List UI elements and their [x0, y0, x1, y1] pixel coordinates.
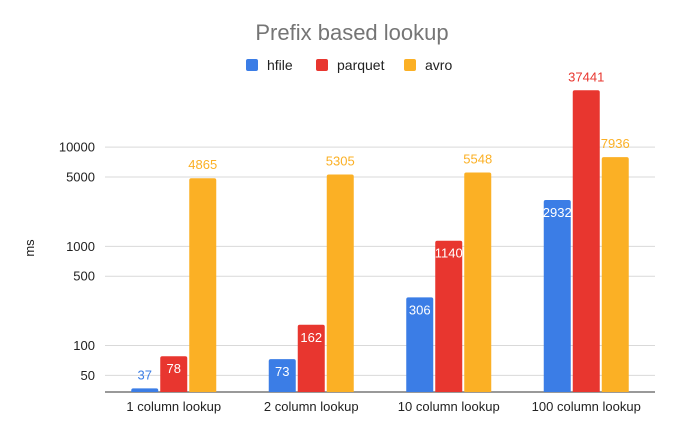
x-tick-label: 1 column lookup: [126, 399, 221, 414]
legend-label-hfile: hfile: [267, 57, 293, 73]
legend-label-avro: avro: [425, 57, 452, 73]
bar-hfile-2-column-lookup: [268, 359, 296, 392]
x-tick-label: 100 column lookup: [532, 399, 641, 414]
bar-hfile-100-column-lookup: [543, 200, 571, 392]
gridlines: [105, 146, 655, 393]
legend: hfile parquet avro: [246, 57, 452, 73]
y-tick-label: 1000: [66, 239, 95, 254]
data-label-avro-100-column-lookup: 7936: [601, 136, 630, 151]
y-axis-label: ms: [22, 239, 37, 257]
x-tick-label: 2 column lookup: [264, 399, 359, 414]
chart-title: Prefix based lookup: [255, 20, 448, 45]
y-tick-label: 10000: [59, 140, 95, 155]
bar-hfile-1-column-lookup: [131, 388, 159, 392]
legend-swatch-parquet: [316, 59, 328, 71]
data-label-hfile-100-column-lookup: 2932: [543, 205, 572, 220]
bar-hfile-10-column-lookup: [406, 297, 434, 392]
x-tick-label: 10 column lookup: [398, 399, 500, 414]
data-label-parquet-1-column-lookup: 78: [167, 361, 181, 376]
y-tick-label: 100: [73, 338, 95, 353]
data-label-parquet-2-column-lookup: 162: [300, 330, 322, 345]
category-labels: 1 column lookup 2 column lookup 10 column …: [126, 399, 640, 414]
y-tick-label: 500: [73, 269, 95, 284]
bar-parquet-10-column-lookup: [435, 240, 463, 392]
bars: [131, 90, 629, 392]
data-label-parquet-10-column-lookup: 1140: [435, 246, 463, 261]
bar-parquet-100-column-lookup: [572, 90, 600, 392]
data-label-avro-2-column-lookup: 5305: [326, 153, 355, 168]
bar-parquet-1-column-lookup: [160, 356, 188, 392]
data-label-hfile-1-column-lookup: 37: [138, 367, 152, 382]
bar-avro-2-column-lookup: [326, 174, 354, 392]
data-label-hfile-10-column-lookup: 306: [409, 302, 431, 317]
bar-avro-100-column-lookup: [601, 157, 629, 392]
data-label-hfile-2-column-lookup: 73: [275, 364, 289, 379]
legend-swatch-avro: [404, 59, 416, 71]
y-tick-label: 5000: [66, 170, 95, 185]
data-label-avro-1-column-lookup: 4865: [188, 157, 217, 172]
data-labels: 37 78 4865 73 162 5305 306 1140 5548 2932 37441 793…: [138, 69, 630, 382]
bar-avro-10-column-lookup: [464, 172, 492, 392]
bar-avro-1-column-lookup: [189, 178, 217, 392]
legend-swatch-hfile: [246, 59, 258, 71]
y-axis-ticks: 50 100 500 1000 5000 10000: [59, 140, 95, 383]
y-tick-label: 50: [81, 368, 95, 383]
data-label-parquet-100-column-lookup: 37441: [568, 69, 604, 84]
legend-label-parquet: parquet: [337, 57, 385, 73]
bar-parquet-2-column-lookup: [297, 324, 325, 392]
data-label-avro-10-column-lookup: 5548: [463, 152, 492, 167]
